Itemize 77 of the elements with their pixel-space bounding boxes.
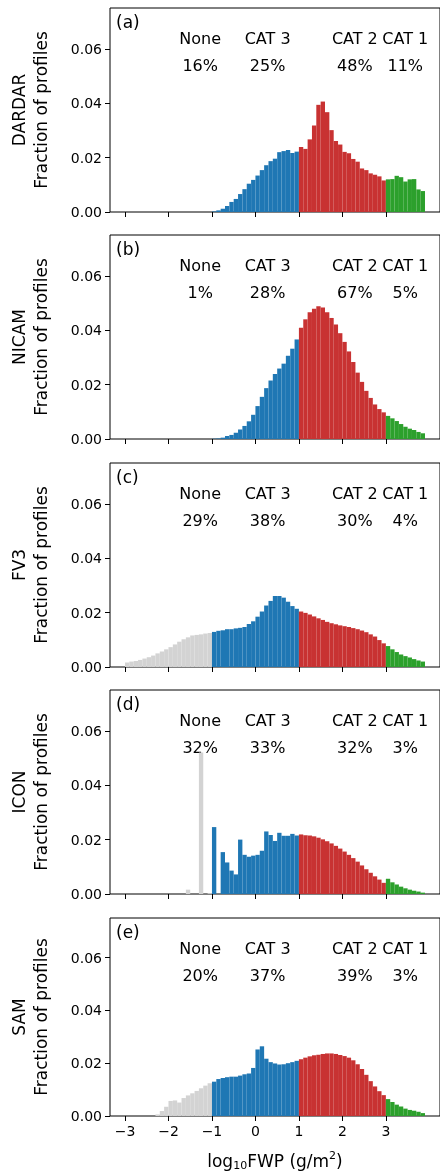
y-tick-label: 0.04 (70, 95, 103, 112)
y-axis-title: DARDAR Fraction of profiles (9, 31, 51, 189)
annotation: None (179, 28, 222, 48)
annotation: (e) (116, 921, 140, 942)
annotation: 25% (249, 55, 286, 75)
y-tick-label: 0.02 (70, 149, 102, 166)
annotation: CAT 2 (331, 710, 378, 730)
y-tick-label: 0.04 (70, 322, 103, 339)
x-tick-label: −2 (158, 1123, 179, 1139)
annotation: CAT 1 (382, 710, 429, 730)
y-tick-label: 0.04 (70, 1002, 103, 1019)
annotation: (a) (116, 11, 140, 32)
y-tick-label: 0.02 (70, 831, 102, 848)
annotation: CAT 3 (244, 938, 291, 958)
annotation: CAT 2 (331, 483, 378, 503)
y-tick-label: 0.00 (70, 431, 102, 447)
annotation: CAT 2 (331, 255, 378, 275)
y-tick-label: 0.06 (70, 949, 103, 966)
annotation: 67% (337, 282, 373, 302)
annotation: 39% (337, 965, 373, 985)
y-axis-title: FV3 Fraction of profiles (9, 486, 51, 644)
annotation: CAT 1 (382, 483, 429, 503)
x-tick-label: −1 (201, 1123, 223, 1139)
annotation: 4% (392, 510, 418, 530)
y-axis-title: SAM Fraction of profiles (9, 938, 51, 1096)
annotation: None (179, 938, 222, 958)
annotation: CAT 3 (244, 483, 291, 503)
y-tick-label: 0.06 (70, 495, 103, 512)
annotation: None (179, 255, 222, 275)
annotation: 48% (337, 55, 373, 75)
annotation: 5% (392, 282, 418, 302)
y-tick-label: 0.02 (70, 604, 102, 621)
annotation: CAT 3 (244, 710, 291, 730)
annotation: CAT 1 (382, 28, 429, 48)
y-tick-label: 0.02 (70, 1055, 102, 1072)
annotation: CAT 1 (382, 255, 429, 275)
y-tick-label: 0.00 (70, 659, 102, 675)
annotation: 16% (182, 55, 218, 75)
y-tick-label: 0.06 (70, 40, 103, 57)
x-tick-label: 1 (294, 1123, 304, 1139)
annotation: 28% (249, 282, 286, 302)
y-tick-label: 0.04 (70, 550, 103, 567)
annotation: CAT 2 (331, 28, 378, 48)
annotation: CAT 1 (382, 938, 429, 958)
annotation: 37% (249, 965, 286, 985)
y-axis-title: ICON Fraction of profiles (9, 713, 51, 871)
x-tick-label: 0 (250, 1123, 260, 1139)
x-tick-label: −3 (114, 1123, 136, 1139)
annotation: 1% (187, 282, 213, 302)
y-tick-label: 0.00 (70, 1108, 102, 1124)
annotation: (b) (116, 238, 141, 259)
annotation: CAT 3 (244, 255, 291, 275)
y-tick-label: 0.06 (70, 722, 103, 739)
y-tick-label: 0.00 (70, 204, 102, 220)
annotation: CAT 3 (244, 28, 291, 48)
y-tick-label: 0.00 (70, 886, 102, 902)
annotation: (d) (116, 693, 141, 714)
annotation: 32% (182, 737, 218, 757)
annotation: None (179, 710, 222, 730)
annotation: None (179, 483, 222, 503)
y-tick-label: 0.02 (70, 376, 102, 393)
annotation: 33% (249, 737, 286, 757)
annotation: CAT 2 (331, 938, 378, 958)
annotation: 20% (182, 965, 218, 985)
annotation: 30% (337, 510, 373, 530)
annotation: 32% (337, 737, 373, 757)
annotation: 3% (392, 965, 418, 985)
x-tick-label: 3 (381, 1123, 391, 1139)
annotation: 11% (387, 55, 424, 75)
y-tick-label: 0.06 (70, 267, 103, 284)
x-tick-label: 2 (337, 1123, 347, 1139)
annotation: 3% (392, 737, 418, 757)
annotation: 38% (249, 510, 286, 530)
annotation: 29% (182, 510, 218, 530)
y-tick-label: 0.04 (70, 777, 103, 794)
y-axis-title: NICAM Fraction of profiles (9, 258, 51, 416)
annotation: (c) (116, 466, 139, 487)
